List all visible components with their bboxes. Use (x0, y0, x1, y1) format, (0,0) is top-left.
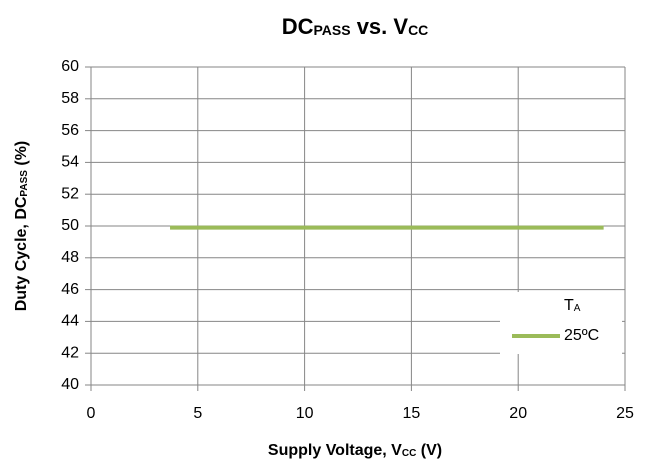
y-axis-label-part: Duty Cycle, DC (13, 196, 30, 311)
legend-box (500, 292, 622, 354)
x-axis-label: Supply Voltage, VCC (V) (268, 442, 442, 459)
x-tick-label: 10 (296, 405, 314, 422)
y-tick-label: 58 (61, 90, 79, 107)
y-tick-label: 56 (61, 122, 79, 139)
x-axis-label-part: CC (402, 448, 416, 459)
legend-label: 25ºC (564, 327, 599, 344)
y-tick-label: 52 (61, 185, 79, 202)
x-tick-label: 0 (87, 405, 96, 422)
chart-title: DCPASS vs. VCC (282, 14, 429, 39)
chart-title-part: vs. V (351, 14, 409, 39)
y-tick-label: 44 (61, 313, 79, 330)
y-tick-label: 40 (61, 376, 79, 393)
y-tick-label: 42 (61, 344, 79, 361)
x-tick-label: 20 (509, 405, 527, 422)
y-tick-label: 50 (61, 217, 79, 234)
chart-title-part: DC (282, 14, 314, 39)
y-tick-label: 48 (61, 249, 79, 266)
y-axis-label-part: PASS (19, 170, 30, 197)
y-axis-label: Duty Cycle, DCPASS (%) (13, 141, 30, 312)
legend-title: TA (564, 297, 581, 314)
x-axis-label-part: (V) (416, 442, 442, 459)
legend-title-part: A (574, 303, 581, 314)
x-tick-label: 5 (193, 405, 202, 422)
x-tick-label: 15 (403, 405, 421, 422)
y-tick-label: 46 (61, 281, 79, 298)
legend-title-part: T (564, 297, 574, 314)
y-tick-label: 60 (61, 58, 79, 75)
chart-title-part: CC (408, 22, 428, 38)
x-axis-label-part: Supply Voltage, V (268, 442, 402, 459)
x-tick-label: 25 (616, 405, 634, 422)
y-tick-label: 54 (61, 154, 79, 171)
y-axis-label-part: (%) (13, 141, 30, 170)
chart-title-part: PASS (313, 22, 350, 38)
